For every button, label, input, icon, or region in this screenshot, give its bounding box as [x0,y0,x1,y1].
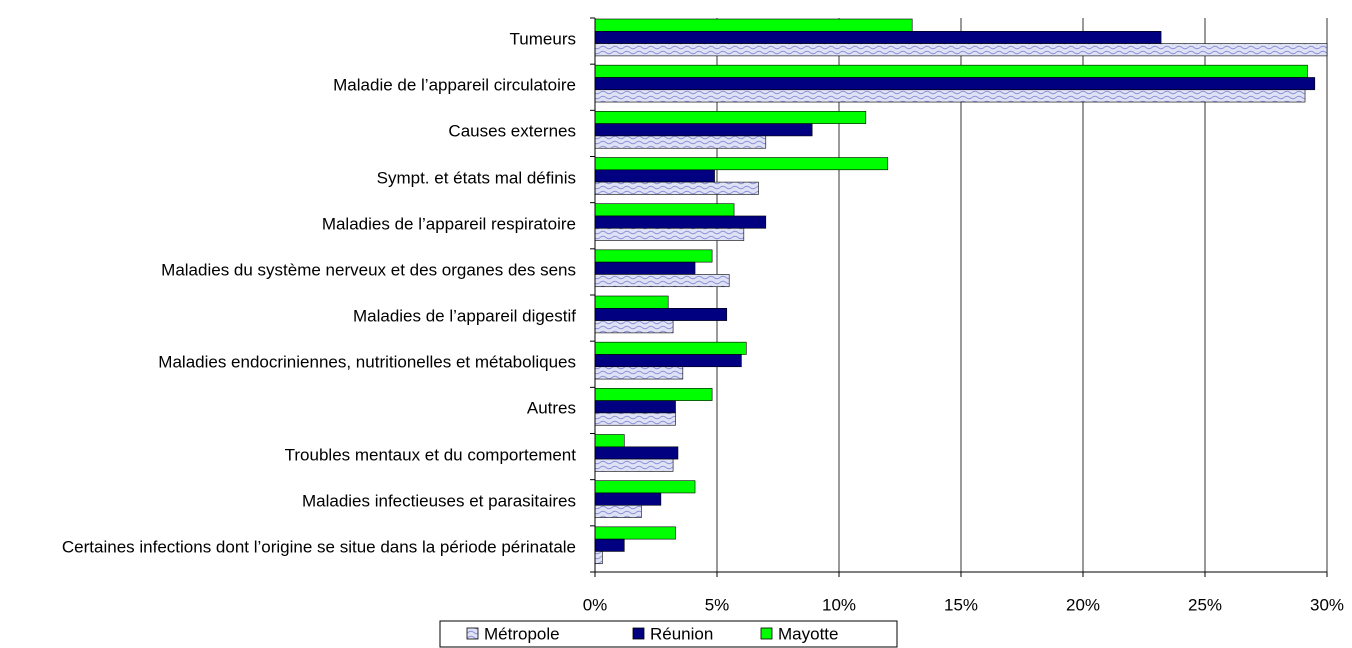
bar [594,504,642,518]
x-tick-label: 15% [944,595,978,614]
bar [594,169,715,183]
bar [594,388,713,401]
x-tick-label: 10% [822,595,856,614]
legend-swatch [760,627,773,640]
y-tick-label: Causes externes [448,121,576,141]
bar [594,89,1306,103]
x-tick-label: 0% [583,595,608,614]
bar [594,480,696,494]
bar [594,307,728,321]
y-tick-label: Maladies de l’appareil respiratoire [321,214,576,234]
y-tick-label: Maladies du système nerveux et des organ… [161,260,576,280]
bar [594,354,742,368]
legend-label: Réunion [650,624,713,643]
bar [594,341,747,355]
bar [594,111,867,124]
y-tick-label: Maladie de l’appareil circulatoire [333,75,576,95]
bar [594,538,625,552]
bar [594,492,662,506]
bar [594,203,735,217]
bar [594,434,625,448]
x-tick-label: 20% [1066,595,1100,614]
bar [594,551,603,565]
bar [594,30,1162,44]
y-tick-label: Tumeurs [509,29,576,49]
x-tick-label: 30% [1310,595,1344,614]
bar [594,295,669,309]
y-tick-label: Troubles mentaux et du comportement [284,445,576,465]
bar [594,64,1308,78]
legend-label: Mayotte [778,624,838,643]
bar [594,227,745,241]
legend-swatch [632,627,645,640]
x-tick-label: 5% [705,595,730,614]
bar [594,400,676,414]
legend-box [439,620,898,648]
bar [594,77,1316,91]
bar [594,446,679,460]
x-tick-label: 25% [1188,595,1222,614]
bar [594,215,767,229]
y-tick-label: Sympt. et états mal définis [376,168,576,188]
y-tick-label: Maladies infectieuses et parasitaires [301,491,576,511]
bar [594,181,759,195]
y-tick-label: Certaines infections dont l’origine se s… [61,537,576,557]
bar [594,412,676,426]
legend-swatch [466,627,479,640]
bar [594,526,676,540]
legend-label: Métropole [484,624,560,643]
bar [594,249,713,263]
bar [594,123,813,137]
bar [594,135,767,149]
y-tick-label: Maladies de l’appareil digestif [352,306,576,326]
bar [594,18,913,32]
bar [594,43,1328,57]
bar [594,366,684,380]
bar [594,458,674,472]
bar [594,261,696,275]
bar [594,157,889,171]
y-tick-label: Autres [526,398,576,418]
y-tick-label: Maladies endocriniennes, nutritionelles … [158,352,576,372]
bar [594,274,730,288]
bar [594,320,674,334]
